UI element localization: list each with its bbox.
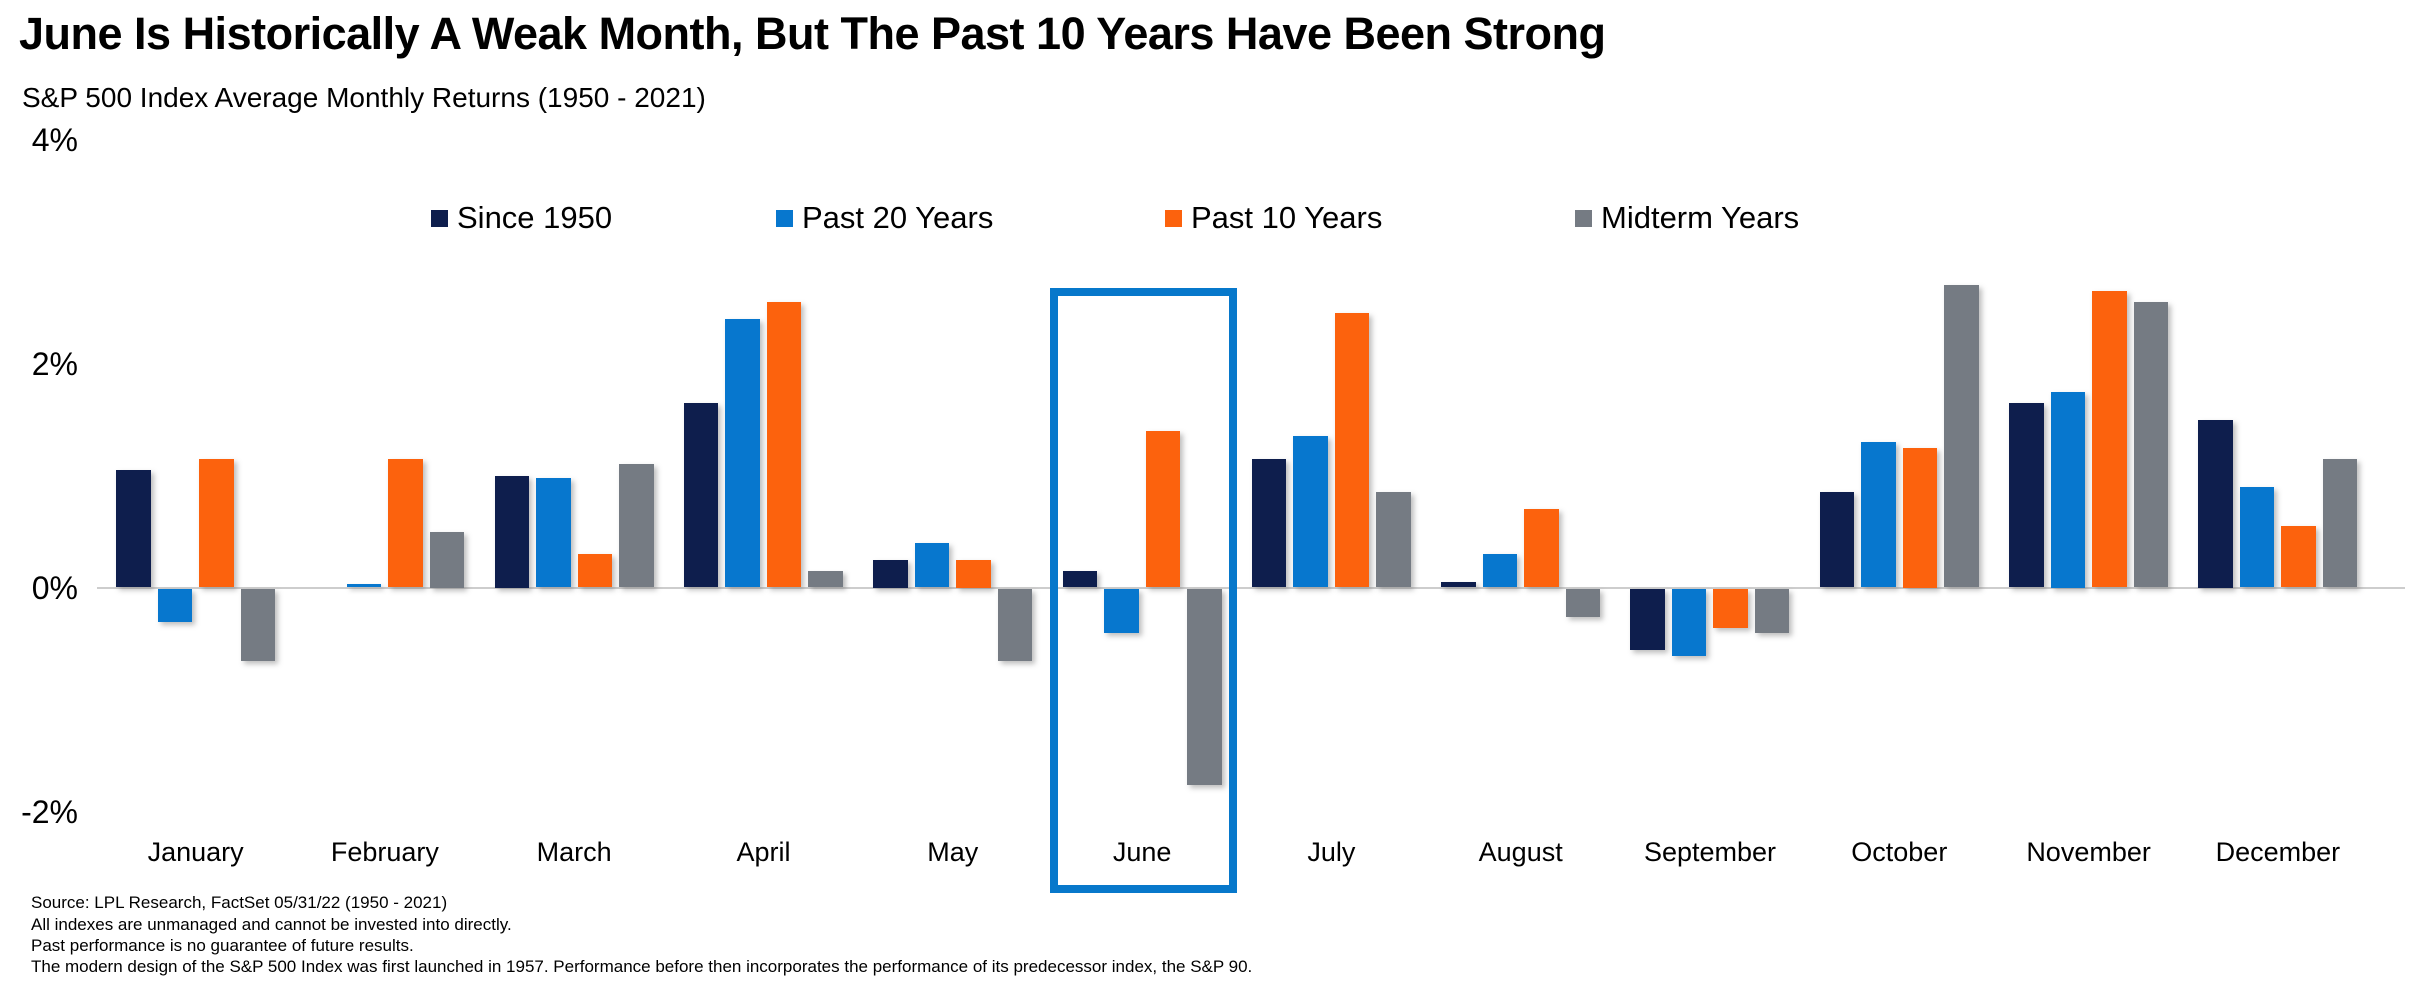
bar-past-20-years-november xyxy=(2050,391,2085,588)
bar-since-1950-april xyxy=(683,402,719,588)
x-axis-label-february: February xyxy=(330,837,439,867)
bar-past-20-years-may xyxy=(914,542,950,588)
y-axis-tick-4: 4% xyxy=(31,122,78,158)
legend-swatch-icon xyxy=(1165,209,1182,227)
june-highlight-box xyxy=(1050,288,1237,893)
x-axis-label-april: April xyxy=(736,837,791,867)
x-axis-label-december: December xyxy=(2215,837,2341,867)
footer-disclaimer-line-2: Past performance is no guarantee of futu… xyxy=(31,936,414,955)
bar-midterm-years-november xyxy=(2133,301,2168,588)
page-title: June Is Historically A Weak Month, But T… xyxy=(19,8,1606,59)
bar-since-1950-may xyxy=(873,559,908,588)
x-axis-label-january: January xyxy=(147,837,244,867)
legend-item-since-1950: Since 1950 xyxy=(431,200,613,235)
bar-past-10-years-january xyxy=(199,458,234,588)
bar-past-20-years-august xyxy=(1482,553,1518,588)
x-axis-label-july: July xyxy=(1307,837,1356,867)
bar-past-20-years-february xyxy=(346,584,382,588)
bar-past-20-years-july xyxy=(1293,436,1328,588)
bar-past-20-years-september xyxy=(1671,588,1707,656)
bar-since-1950-november xyxy=(2009,402,2044,588)
bar-midterm-years-june xyxy=(1187,588,1222,785)
bar-midterm-years-august xyxy=(1565,588,1601,617)
legend-swatch-icon xyxy=(431,209,448,227)
bar-midterm-years-october xyxy=(1944,285,1979,588)
x-axis-label-october: October xyxy=(1851,837,1948,867)
bar-midterm-years-may xyxy=(997,588,1033,662)
legend-label: Since 1950 xyxy=(457,200,613,235)
legend-label: Past 20 Years xyxy=(802,200,994,235)
x-axis-label-november: November xyxy=(2026,837,2151,867)
bar-midterm-years-july xyxy=(1376,492,1411,588)
bar-past-10-years-march xyxy=(577,553,613,588)
bar-past-20-years-april xyxy=(725,318,760,588)
bar-since-1950-august xyxy=(1441,581,1476,588)
bar-past-10-years-february xyxy=(388,458,423,588)
y-axis-tick-0: 0% xyxy=(31,570,78,606)
bar-since-1950-october xyxy=(1819,492,1855,588)
bar-past-10-years-april xyxy=(766,301,802,588)
bar-since-1950-june xyxy=(1062,570,1097,588)
x-axis-label-august: August xyxy=(1478,837,1563,867)
bar-since-1950-march xyxy=(494,475,530,588)
zero-axis-line xyxy=(97,587,2405,589)
bar-past-20-years-january xyxy=(157,588,192,623)
bar-midterm-years-january xyxy=(240,588,275,662)
bar-past-10-years-december xyxy=(2281,525,2316,588)
bar-past-20-years-october xyxy=(1861,441,1896,588)
bar-past-10-years-june xyxy=(1145,430,1180,588)
footer-disclaimer-line-1: All indexes are unmanaged and cannot be … xyxy=(31,915,512,934)
bar-past-10-years-may xyxy=(956,559,991,588)
bar-midterm-years-february xyxy=(429,531,465,588)
bar-since-1950-december xyxy=(2198,419,2233,588)
x-axis-label-march: March xyxy=(536,837,612,867)
bar-past-10-years-september xyxy=(1713,588,1748,628)
y-axis-tick-neg2: -2% xyxy=(21,794,78,830)
legend-label: Past 10 Years xyxy=(1191,200,1383,235)
bar-past-10-years-july xyxy=(1334,313,1370,588)
bar-since-1950-july xyxy=(1251,458,1287,588)
legend-item-past-20-years: Past 20 Years xyxy=(776,200,994,235)
x-axis-label-june: June xyxy=(1112,837,1172,867)
footer-disclaimer-line-3: The modern design of the S&P 500 Index w… xyxy=(31,957,1253,976)
bar-since-1950-january xyxy=(116,469,151,588)
bar-past-10-years-october xyxy=(1902,447,1938,588)
legend-label: Midterm Years xyxy=(1601,200,1800,235)
legend-item-past-10-years: Past 10 Years xyxy=(1165,200,1383,235)
bar-past-20-years-december xyxy=(2239,486,2275,588)
bar-past-10-years-august xyxy=(1524,509,1559,588)
bar-past-20-years-june xyxy=(1104,588,1139,634)
bar-past-10-years-november xyxy=(2092,290,2127,588)
bar-since-1950-september xyxy=(1630,588,1665,651)
legend-swatch-icon xyxy=(776,209,793,227)
x-axis-label-may: May xyxy=(927,837,979,867)
footer-source-line: Source: LPL Research, FactSet 05/31/22 (… xyxy=(31,893,448,912)
legend-item-midterm-years: Midterm Years xyxy=(1575,200,1800,235)
chart-subtitle: S&P 500 Index Average Monthly Returns (1… xyxy=(22,82,706,113)
bar-midterm-years-march xyxy=(619,464,654,588)
bar-past-20-years-march xyxy=(536,477,571,588)
bar-midterm-years-april xyxy=(808,570,843,588)
bar-midterm-years-december xyxy=(2322,458,2358,588)
legend-swatch-icon xyxy=(1575,209,1592,227)
bar-midterm-years-september xyxy=(1754,588,1790,634)
y-axis-tick-2: 2% xyxy=(31,346,78,382)
x-axis-label-september: September xyxy=(1643,837,1777,867)
